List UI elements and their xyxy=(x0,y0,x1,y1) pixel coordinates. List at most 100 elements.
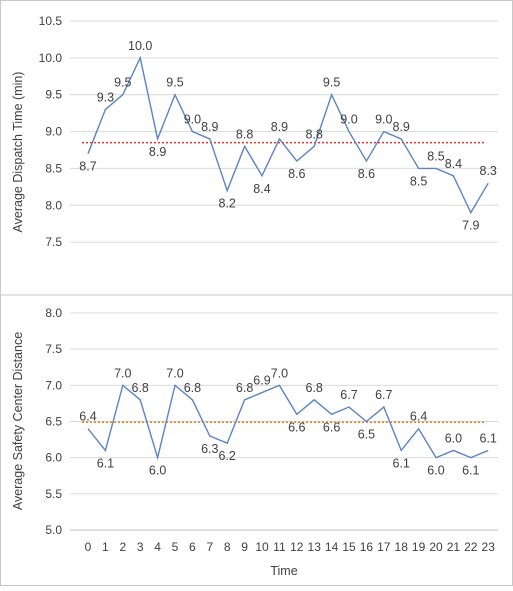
x-tick-label: 12 xyxy=(290,540,304,554)
data-label: 8.7 xyxy=(79,160,96,174)
data-label: 6.1 xyxy=(393,456,410,470)
data-label: 9.3 xyxy=(97,90,114,104)
data-label: 9.0 xyxy=(340,113,357,127)
data-label: 6.7 xyxy=(340,388,357,402)
data-label: 6.2 xyxy=(219,449,236,463)
data-label: 7.0 xyxy=(114,366,131,380)
top-chart-panel: 7.58.08.59.09.510.010.5 8.79.39.510.08.9… xyxy=(11,14,498,249)
data-label: 8.2 xyxy=(219,197,236,211)
y-tick-label: 7.0 xyxy=(45,378,62,392)
data-label: 8.6 xyxy=(358,167,375,181)
data-label: 8.4 xyxy=(445,157,462,171)
data-label: 8.9 xyxy=(149,145,166,159)
x-tick-label: 8 xyxy=(224,540,231,554)
data-label: 6.4 xyxy=(410,410,427,424)
y-tick-label: 10.5 xyxy=(39,14,63,28)
data-label: 6.8 xyxy=(184,381,201,395)
x-tick-label: 10 xyxy=(255,540,269,554)
top-series-line xyxy=(87,55,489,215)
bottom-x-axis-title: Time xyxy=(270,564,297,578)
top-y-axis-title: Average Dispatch Time (min) xyxy=(11,72,25,233)
data-label: 6.8 xyxy=(306,381,323,395)
data-label: 8.9 xyxy=(271,120,288,134)
y-tick-label: 7.5 xyxy=(45,342,62,356)
x-tick-label: 17 xyxy=(377,540,391,554)
x-tick-label: 7 xyxy=(206,540,213,554)
data-label: 6.1 xyxy=(462,464,479,478)
data-label: 6.6 xyxy=(288,420,305,434)
data-label: 6.8 xyxy=(132,381,149,395)
data-label: 6.1 xyxy=(97,456,114,470)
data-label: 8.9 xyxy=(393,120,410,134)
x-tick-label: 5 xyxy=(172,540,179,554)
x-tick-label: 21 xyxy=(447,540,461,554)
data-label: 8.5 xyxy=(427,149,444,163)
x-tick-label: 11 xyxy=(273,540,286,554)
x-tick-label: 14 xyxy=(325,540,339,554)
data-label: 8.3 xyxy=(480,164,497,178)
data-label: 9.5 xyxy=(114,76,131,90)
x-tick-label: 0 xyxy=(85,540,92,554)
y-tick-label: 9.5 xyxy=(45,88,62,102)
x-tick-label: 15 xyxy=(342,540,356,554)
data-label: 6.9 xyxy=(253,374,270,388)
data-label: 9.5 xyxy=(323,76,340,90)
x-tick-label: 23 xyxy=(482,540,496,554)
data-label: 6.0 xyxy=(427,464,444,478)
data-label: 6.6 xyxy=(323,420,340,434)
bottom-gridlines xyxy=(70,312,498,531)
x-tick-label: 18 xyxy=(395,540,409,554)
data-label: 7.0 xyxy=(166,366,183,380)
y-tick-label: 8.0 xyxy=(45,198,62,212)
data-label: 6.0 xyxy=(445,431,462,445)
y-tick-label: 7.5 xyxy=(45,235,62,249)
data-label: 6.3 xyxy=(201,442,218,456)
bottom-y-axis-title: Average Safety Center Distance xyxy=(11,332,25,510)
y-tick-label: 6.0 xyxy=(45,451,62,465)
x-tick-label: 6 xyxy=(189,540,196,554)
bottom-y-ticks: 5.0 5.5 6.0 6.5 7.0 7.5 8.0 xyxy=(45,306,62,537)
x-tick-label: 13 xyxy=(308,540,322,554)
data-label: 6.1 xyxy=(480,431,497,445)
data-label: 8.9 xyxy=(201,120,218,134)
data-label: 8.4 xyxy=(253,182,270,196)
y-tick-label: 8.5 xyxy=(45,161,62,175)
data-label: 8.6 xyxy=(288,167,305,181)
data-label: 6.5 xyxy=(358,428,375,442)
x-tick-label: 1 xyxy=(102,540,109,554)
data-label: 9.5 xyxy=(166,76,183,90)
y-tick-label: 8.0 xyxy=(45,306,62,320)
x-tick-label: 9 xyxy=(241,540,248,554)
bottom-chart-panel: 5.05.56.06.57.07.58.0 0 1 2 3 4 5 6 7 8 9 10 11 12 13… xyxy=(11,306,498,578)
y-tick-label: 9.0 xyxy=(45,125,62,139)
x-tick-label: 16 xyxy=(360,540,374,554)
x-tick-label: 19 xyxy=(412,540,426,554)
x-tick-label: 4 xyxy=(154,540,161,554)
data-label: 8.8 xyxy=(236,127,253,141)
data-label: 6.0 xyxy=(149,464,166,478)
bottom-series-line xyxy=(87,384,489,461)
data-label: 6.4 xyxy=(79,410,96,424)
data-label: 8.5 xyxy=(410,174,427,188)
data-label: 6.8 xyxy=(236,381,253,395)
data-label: 6.7 xyxy=(375,388,392,402)
x-tick-label: 3 xyxy=(137,540,144,554)
data-label: 10.0 xyxy=(128,39,152,53)
y-tick-label: 5.0 xyxy=(45,523,62,537)
x-tick-label: 20 xyxy=(429,540,443,554)
data-label: 7.9 xyxy=(462,219,479,233)
y-tick-label: 6.5 xyxy=(45,415,62,429)
x-tick-label: 22 xyxy=(464,540,478,554)
x-tick-label: 2 xyxy=(119,540,126,554)
bottom-x-ticks: 0 1 2 3 4 5 6 7 8 9 10 11 12 13 14 15 16 17 18 19 20 21 22 23 xyxy=(85,540,496,554)
data-label: 9.0 xyxy=(375,113,392,127)
data-label: 8.8 xyxy=(306,127,323,141)
y-tick-label: 10.0 xyxy=(39,51,63,65)
top-y-ticks: 7.5 8.0 8.5 9.0 9.5 10.0 10.5 xyxy=(39,14,63,249)
y-tick-label: 5.5 xyxy=(45,487,62,501)
data-label: 9.0 xyxy=(184,113,201,127)
bottom-data-labels: 6.46.17.06.86.07.06.86.36.26.86.97.06.66… xyxy=(79,366,497,477)
